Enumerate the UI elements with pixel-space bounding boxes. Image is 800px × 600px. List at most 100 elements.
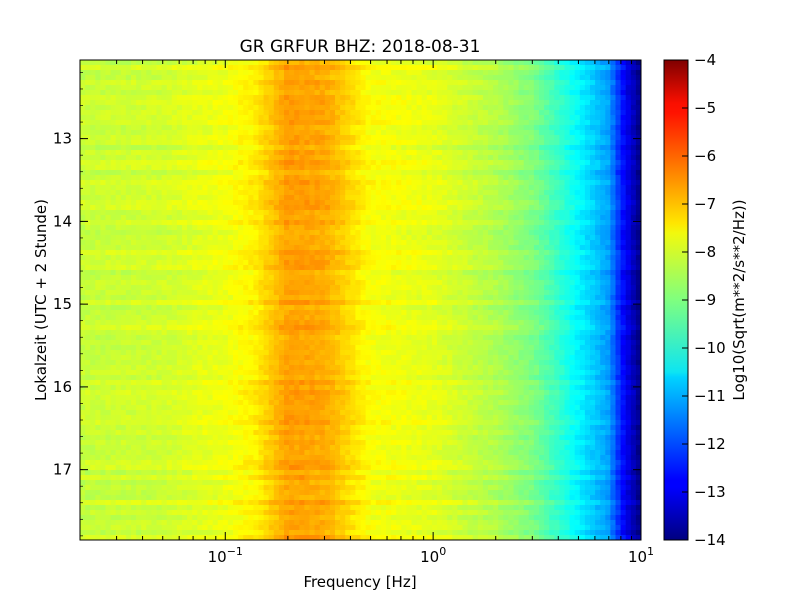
heatmap-cell (610, 120, 617, 126)
heatmap-cell (416, 235, 423, 241)
heatmap-cell (253, 185, 260, 191)
heatmap-cell (503, 270, 509, 276)
heatmap-cell (171, 160, 178, 166)
heatmap-cell (335, 215, 341, 221)
heatmap-cell (426, 195, 433, 201)
heatmap-cell (171, 240, 178, 246)
heatmap-cell (176, 250, 183, 256)
heatmap-cell (579, 145, 586, 151)
heatmap-cell (508, 170, 515, 176)
heatmap-cell (161, 90, 168, 96)
heatmap-cell (100, 225, 107, 231)
heatmap-cell (635, 240, 641, 246)
heatmap-cell (488, 130, 494, 136)
heatmap-cell (513, 235, 520, 241)
heatmap-cell (518, 75, 525, 81)
heatmap-cell (605, 145, 611, 151)
heatmap-cell (610, 185, 617, 191)
heatmap-cell (182, 140, 188, 146)
heatmap-cell (171, 85, 178, 91)
heatmap-cell (171, 235, 178, 241)
heatmap-cell (518, 200, 525, 206)
heatmap-cell (625, 275, 632, 281)
heatmap-cell (345, 275, 351, 281)
heatmap-cell (528, 60, 535, 66)
heatmap-cell (125, 80, 132, 86)
heatmap-cell (635, 210, 641, 216)
heatmap-cell (406, 280, 413, 286)
heatmap-cell (600, 140, 606, 146)
heatmap-cell (125, 130, 132, 136)
heatmap-cell (248, 255, 254, 261)
heatmap-cell (539, 225, 545, 231)
heatmap-cell (513, 70, 520, 76)
heatmap-cell (452, 95, 458, 101)
heatmap-cell (590, 205, 596, 211)
heatmap-cell (564, 160, 571, 166)
heatmap-cell (120, 90, 127, 96)
heatmap-cell (508, 60, 515, 66)
heatmap-cell (161, 130, 168, 136)
heatmap-cell (584, 265, 591, 271)
heatmap-cell (482, 165, 489, 171)
heatmap-cell (340, 165, 346, 171)
heatmap-cell (411, 185, 418, 191)
heatmap-cell (202, 285, 209, 291)
heatmap-cell (493, 80, 499, 86)
heatmap-cell (625, 185, 632, 191)
heatmap-cell (182, 250, 188, 256)
heatmap-cell (355, 280, 362, 286)
heatmap-cell (467, 190, 474, 196)
heatmap-cell (482, 190, 489, 196)
heatmap-cell (482, 95, 489, 101)
heatmap-cell (202, 170, 209, 176)
heatmap-cell (329, 95, 336, 101)
heatmap-cell (243, 235, 249, 241)
heatmap-cell (238, 175, 244, 181)
heatmap-cell (559, 245, 566, 251)
heatmap-cell (80, 135, 86, 141)
heatmap-cell (105, 155, 112, 161)
heatmap-cell (391, 160, 397, 166)
heatmap-cell (222, 195, 229, 201)
heatmap-cell (273, 95, 280, 101)
heatmap-cell (217, 145, 224, 151)
heatmap-cell (253, 110, 260, 116)
heatmap-cell (533, 260, 540, 266)
heatmap-cell (574, 235, 581, 241)
heatmap-cell (380, 70, 387, 76)
heatmap-cell (95, 195, 101, 201)
heatmap-cell (125, 250, 132, 256)
heatmap-cell (554, 280, 560, 286)
heatmap-cell (431, 195, 438, 201)
heatmap-cell (472, 150, 479, 156)
heatmap-cell (544, 275, 550, 281)
heatmap-cell (207, 215, 214, 221)
heatmap-cell (263, 105, 270, 111)
heatmap-cell (80, 160, 86, 166)
heatmap-cell (131, 80, 137, 86)
heatmap-cell (426, 125, 433, 131)
heatmap-cell (324, 270, 331, 276)
heatmap-cell (335, 145, 341, 151)
heatmap-cell (498, 195, 504, 201)
heatmap-cell (329, 175, 336, 181)
heatmap-cell (539, 65, 545, 71)
heatmap-cell (80, 220, 86, 226)
heatmap-cell (166, 150, 173, 156)
heatmap-cell (125, 230, 132, 236)
heatmap-cell (610, 280, 617, 286)
heatmap-cell (416, 85, 423, 91)
heatmap-cell (610, 85, 617, 91)
heatmap-cell (212, 160, 219, 166)
heatmap-cell (299, 265, 305, 271)
heatmap-cell (406, 235, 413, 241)
heatmap-cell (462, 60, 469, 66)
heatmap-cell (554, 95, 560, 101)
heatmap-cell (176, 275, 183, 281)
heatmap-cell (406, 165, 413, 171)
heatmap-cell (309, 210, 316, 216)
heatmap-cell (95, 115, 101, 121)
heatmap-cell (386, 190, 392, 196)
heatmap-cell (503, 95, 509, 101)
